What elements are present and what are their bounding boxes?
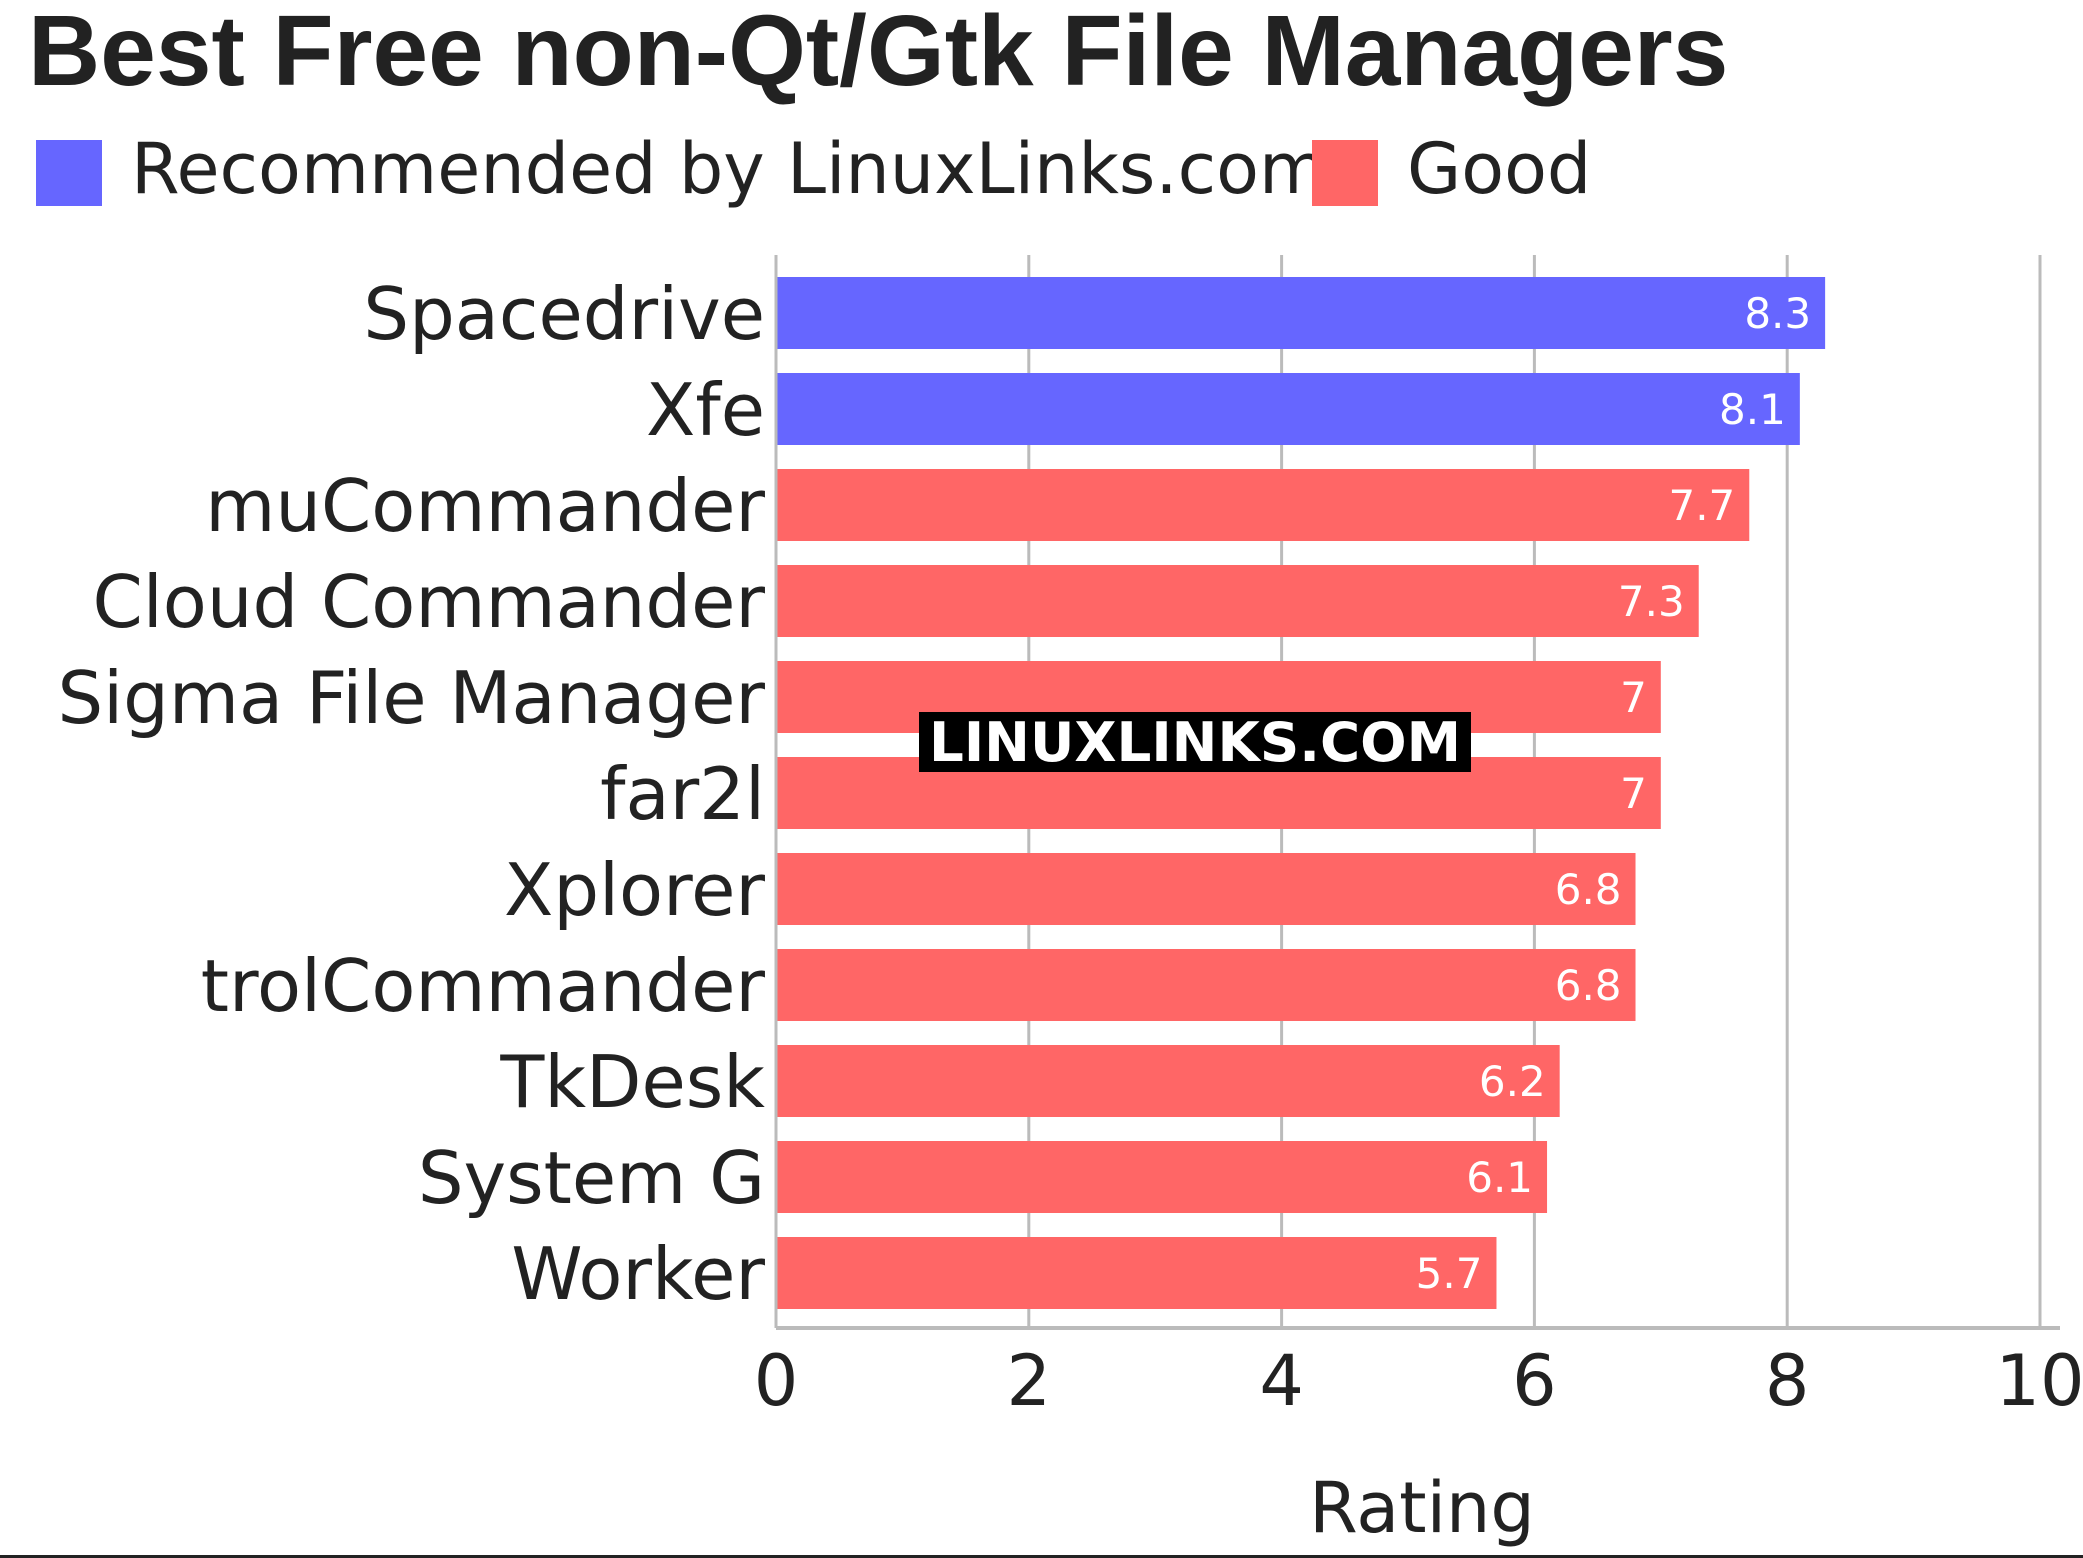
value-label: 7.7 [1668,481,1735,530]
watermark-background [919,712,1471,772]
bar-mucommander [776,469,1750,541]
category-label: System G [418,1136,765,1220]
legend-swatch-good [1312,140,1378,206]
bar-xfe [776,373,1800,445]
category-label: muCommander [205,464,765,548]
chart-title: Best Free non-Qt/Gtk File Managers [28,0,1729,107]
x-tick-label: 8 [1765,1340,1810,1422]
value-label: 6.8 [1555,961,1622,1010]
watermark: LINUXLINKS.COM [919,711,1471,774]
category-label: Sigma File Manager [57,656,765,740]
value-label: 6.1 [1466,1153,1533,1202]
value-label: 7 [1620,769,1647,818]
category-label: Cloud Commander [92,560,765,644]
bars [776,277,1826,1309]
bar-xplorer [776,853,1636,925]
value-label: 5.7 [1416,1249,1483,1298]
legend-label-good: Good [1407,128,1592,210]
category-label: Xfe [646,368,765,452]
category-label: TkDesk [499,1040,765,1124]
bar-spacedrive [776,277,1826,349]
bottom-rule [0,1555,2083,1558]
category-label: Xplorer [504,848,765,932]
bar-cloud-commander [776,565,1699,637]
bar-system-g [776,1141,1548,1213]
x-tick-label: 6 [1512,1340,1557,1422]
category-label: far2l [600,752,765,836]
value-label: 6.8 [1555,865,1622,914]
category-label: trolCommander [201,944,766,1028]
x-tick-label: 2 [1007,1340,1052,1422]
value-label: 8.1 [1719,385,1786,434]
legend-label-recommended: Recommended by LinuxLinks.com [131,128,1328,210]
x-tick-label: 0 [754,1340,799,1422]
labels: 8.3 Spacedrive 8.1 Xfe 7.7 muCommander 7.3 Clou… [57,272,1811,1316]
bar-worker [776,1237,1497,1309]
category-label: Spacedrive [363,272,765,356]
bar-tkdesk [776,1045,1560,1117]
x-tick-label: 10 [1995,1340,2083,1422]
value-label: 6.2 [1479,1057,1546,1106]
value-label: 7.3 [1618,577,1685,626]
value-label: 7 [1620,673,1647,722]
x-axis-label: Rating [1309,1467,1535,1549]
x-tick-label: 4 [1259,1340,1304,1422]
value-label: 8.3 [1744,289,1811,338]
legend-swatch-recommended [36,140,102,206]
axes: 0 2 4 6 8 10 Rating [754,255,2083,1549]
watermark-text: LINUXLINKS.COM [929,711,1461,774]
category-label: Worker [511,1232,765,1316]
bar-trolcommander [776,949,1636,1021]
